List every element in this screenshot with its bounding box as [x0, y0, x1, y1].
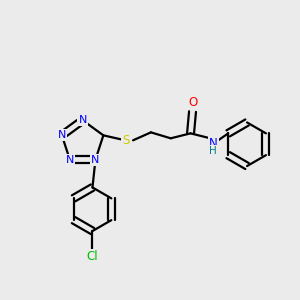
Text: N: N — [66, 155, 74, 165]
Text: N: N — [58, 130, 66, 140]
Text: N: N — [91, 155, 100, 165]
Text: H: H — [209, 146, 217, 156]
Text: N: N — [78, 115, 87, 125]
Text: Cl: Cl — [87, 250, 98, 263]
Text: S: S — [122, 134, 130, 147]
Text: N: N — [209, 137, 218, 150]
Text: O: O — [188, 96, 197, 109]
